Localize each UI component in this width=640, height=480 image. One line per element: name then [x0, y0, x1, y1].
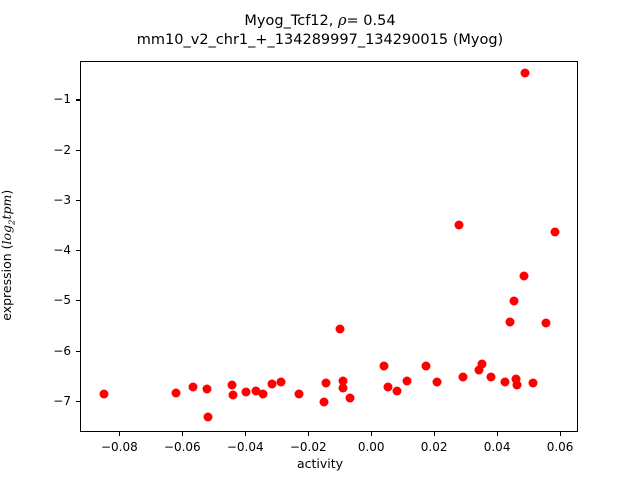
x-tick-mark	[245, 432, 247, 436]
data-point	[338, 376, 348, 386]
title-gene-pair: Myog_Tcf12	[244, 13, 329, 29]
data-point	[99, 389, 109, 399]
data-point	[228, 390, 238, 400]
data-point	[188, 382, 198, 392]
rho-value: = 0.54	[346, 13, 396, 29]
y-tick-mark	[76, 199, 80, 201]
x-tick-mark	[434, 432, 436, 436]
data-point	[251, 386, 261, 396]
y-tick-mark	[76, 250, 80, 252]
data-point	[227, 380, 237, 390]
chart-title: Myog_Tcf12, ρ= 0.54 mm10_v2_chr1_+_13428…	[0, 12, 640, 50]
data-point	[458, 372, 468, 382]
data-point	[402, 376, 412, 386]
y-tick-mark	[76, 99, 80, 101]
data-point	[202, 384, 212, 394]
x-tick-mark	[308, 432, 310, 436]
data-point	[258, 389, 268, 399]
x-tick-label: 0.06	[546, 440, 574, 454]
data-point	[520, 68, 530, 78]
x-tick-mark	[560, 432, 562, 436]
x-axis-label: activity	[296, 456, 344, 471]
y-tick-label: −6	[53, 343, 71, 358]
y-tick-label: −7	[53, 393, 71, 408]
data-point	[267, 379, 277, 389]
data-point	[241, 387, 251, 397]
data-point	[421, 361, 431, 371]
title-comma: ,	[328, 13, 338, 29]
x-tick-mark	[371, 432, 373, 436]
y-axis-label-unit: tpm	[0, 194, 14, 220]
x-tick-label: −0.08	[100, 440, 138, 454]
y-tick-label: −1	[53, 92, 71, 107]
data-point	[432, 377, 442, 387]
data-point	[486, 372, 496, 382]
data-point	[335, 324, 345, 333]
data-point	[454, 220, 464, 230]
y-tick-mark	[76, 149, 80, 151]
data-point	[171, 388, 181, 398]
data-point	[319, 397, 329, 407]
x-tick-mark	[497, 432, 499, 436]
data-point	[474, 365, 484, 375]
data-point	[541, 318, 551, 328]
x-tick-label: −0.02	[289, 440, 327, 454]
data-point	[505, 317, 515, 327]
data-point	[550, 227, 560, 237]
data-point	[383, 382, 393, 392]
data-point	[338, 383, 348, 393]
data-point	[345, 393, 355, 403]
data-point	[321, 378, 331, 388]
x-tick-label: −0.04	[226, 440, 264, 454]
chart-subtitle: mm10_v2_chr1_+_134289997_134290015 (Myog…	[136, 32, 504, 48]
data-point	[509, 296, 519, 306]
data-point	[519, 271, 529, 281]
y-tick-label: −3	[53, 192, 71, 207]
y-axis-label-log: log	[0, 224, 14, 245]
x-tick-label: 0.02	[420, 440, 448, 454]
y-axis-label-sub: 2	[7, 219, 18, 225]
y-tick-mark	[76, 350, 80, 352]
y-tick-label: −2	[53, 142, 71, 157]
x-tick-label: 0.04	[483, 440, 511, 454]
plot-area	[80, 61, 578, 432]
y-tick-mark	[76, 300, 80, 302]
data-point	[276, 377, 286, 387]
y-tick-label: −5	[53, 293, 71, 308]
x-tick-mark	[182, 432, 184, 436]
data-point	[392, 386, 402, 396]
x-tick-label: −0.06	[163, 440, 201, 454]
data-point	[379, 361, 388, 371]
data-point	[528, 378, 538, 388]
data-point	[477, 359, 487, 369]
data-point	[500, 377, 510, 387]
data-point	[511, 374, 521, 384]
y-axis-label-suffix: )	[0, 189, 14, 195]
y-axis-label-prefix: expression (	[0, 244, 14, 321]
data-point	[203, 412, 213, 422]
x-tick-label: 0.00	[357, 440, 385, 454]
y-axis-label: expression (log2tpm)	[0, 75, 17, 435]
data-point	[294, 389, 304, 399]
chart-title-line1: Myog_Tcf12, ρ= 0.54	[0, 12, 640, 31]
data-point	[512, 380, 522, 390]
rho-symbol: ρ	[337, 13, 347, 29]
x-tick-mark	[119, 432, 121, 436]
y-tick-mark	[76, 400, 80, 402]
y-tick-label: −4	[53, 243, 71, 258]
